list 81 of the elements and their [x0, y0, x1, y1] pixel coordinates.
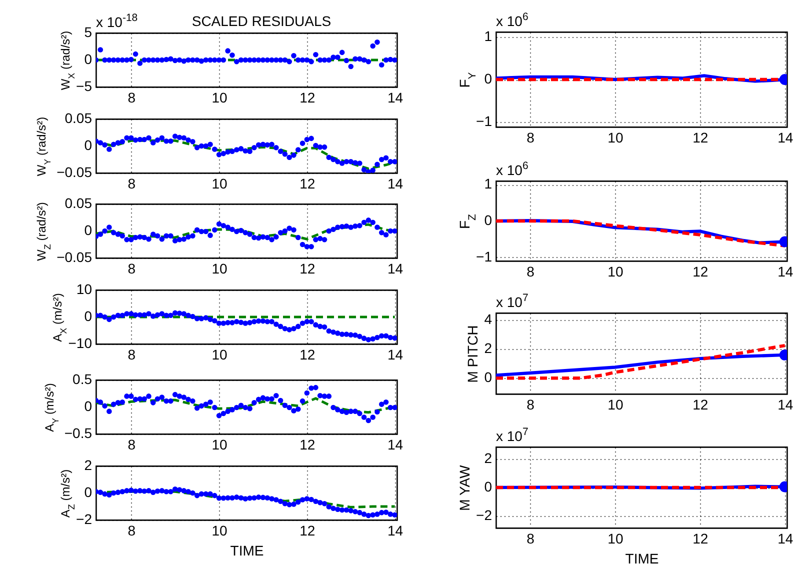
text: x 10$^{6}$	[496, 11, 528, 29]
x-tick-label: 8	[128, 260, 136, 276]
x-tick-label: 8	[128, 522, 136, 538]
x-tick-label: 10	[608, 396, 624, 412]
y-tick-label: 0	[484, 212, 492, 228]
x-tick-label: 8	[128, 346, 136, 362]
x-axis-title: TIME	[230, 542, 264, 558]
y-axis-title: M PITCH	[464, 325, 480, 383]
x-tick-label: 14	[388, 90, 404, 106]
line-series	[496, 344, 786, 380]
y-tick-label: 0	[84, 308, 92, 324]
x-axis-title: TIME	[625, 550, 659, 566]
x-tick-label: 10	[212, 260, 228, 276]
x-tick-label: 14	[778, 396, 794, 412]
y-tick-label: 2	[484, 340, 492, 356]
y-tick-label: −0.05	[56, 249, 92, 265]
x-tick-label: 14	[388, 522, 404, 538]
x-tick-label: 12	[300, 436, 316, 452]
y-tick-label: 1	[484, 28, 492, 44]
y-tick-label: 0	[84, 51, 92, 67]
x-tick-label: 10	[212, 522, 228, 538]
x-tick-label: 12	[692, 130, 708, 146]
y-tick-label: −1	[476, 248, 492, 264]
y-tick-label: 2	[84, 457, 92, 473]
x-tick-label: 8	[128, 436, 136, 452]
y-tick-label: −10	[68, 335, 92, 351]
y-tick-label: 0	[84, 137, 92, 153]
y-tick-label: −0.5	[64, 425, 92, 441]
x-tick-label: 12	[692, 530, 708, 546]
x-tick-label: 12	[692, 264, 708, 280]
text: x 10$^{7}$	[496, 292, 528, 310]
x-tick-label: 10	[608, 130, 624, 146]
y-tick-label: 2	[484, 450, 492, 466]
x-tick-label: 12	[300, 522, 316, 538]
x-tick-label: 12	[300, 346, 316, 362]
x-tick-label: 14	[778, 530, 794, 546]
x-tick-label: 14	[388, 436, 404, 452]
y-tick-label: 4	[484, 311, 492, 328]
text: x 10$^{7}$	[496, 426, 528, 444]
y-tick-label: 0	[84, 222, 92, 238]
y-tick-label: −2	[76, 511, 92, 527]
x-tick-label: 8	[128, 176, 136, 192]
x-tick-label: 14	[388, 176, 404, 192]
y-tick-label: 0	[484, 369, 492, 386]
x-tick-label: 12	[300, 176, 316, 192]
x-tick-label: 14	[778, 130, 794, 146]
x-tick-label: 8	[526, 530, 535, 546]
chart-title: SCALED RESIDUALS	[192, 13, 332, 29]
y-tick-label: −1	[476, 112, 492, 129]
y-tick-label: 0.5	[72, 371, 92, 387]
y-tick-label: 5	[84, 24, 92, 40]
y-tick-label: 0	[484, 70, 492, 86]
x-tick-label: 10	[212, 176, 228, 192]
x-tick-label: 12	[300, 260, 316, 276]
x-tick-label: 8	[128, 90, 136, 106]
x-tick-label: 10	[608, 264, 624, 280]
y-tick-label: 0	[84, 484, 92, 500]
text: x 10$^{6}$	[496, 160, 528, 178]
y-axis-title: M YAW	[456, 464, 472, 511]
y-tick-label: 10	[76, 281, 92, 297]
x-tick-label: 8	[526, 264, 535, 280]
x-tick-label: 14	[778, 264, 794, 280]
x-tick-label: 8	[526, 130, 535, 146]
y-tick-label: −5	[76, 78, 92, 94]
y-tick-label: 0.05	[64, 110, 92, 126]
x-tick-label: 12	[692, 396, 708, 412]
x-tick-label: 10	[608, 530, 624, 546]
y-tick-label: 0.05	[64, 195, 92, 211]
y-tick-label: 0	[484, 478, 492, 494]
text: x 10$^{-18}$	[96, 12, 138, 30]
y-tick-label: −0.05	[56, 164, 92, 180]
x-tick-label: 10	[212, 436, 228, 452]
y-tick-label: −2	[476, 506, 492, 523]
y-tick-label: 1	[484, 176, 492, 192]
x-tick-label: 14	[388, 346, 404, 362]
x-tick-label: 14	[388, 260, 404, 276]
x-tick-label: 10	[212, 90, 228, 106]
x-tick-label: 12	[300, 90, 316, 106]
y-tick-label: 0	[84, 398, 92, 414]
x-tick-label: 8	[526, 396, 535, 412]
x-tick-label: 10	[212, 346, 228, 362]
